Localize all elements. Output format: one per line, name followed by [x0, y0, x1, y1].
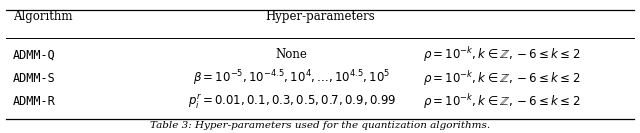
Text: $\rho = 10^{-k}, k \in \mathbb{Z}, -6 \leq k \leq 2$: $\rho = 10^{-k}, k \in \mathbb{Z}, -6 \l…: [424, 92, 581, 111]
Text: ADMM-Q: ADMM-Q: [13, 48, 56, 61]
Text: ADMM-R: ADMM-R: [13, 95, 56, 108]
Text: $p_i^r = 0.01, 0.1, 0.3, 0.5, 0.7, 0.9, 0.99$: $p_i^r = 0.01, 0.1, 0.3, 0.5, 0.7, 0.9, …: [188, 93, 396, 111]
Text: None: None: [276, 48, 308, 61]
Text: $\rho = 10^{-k}, k \in \mathbb{Z}, -6 \leq k \leq 2$: $\rho = 10^{-k}, k \in \mathbb{Z}, -6 \l…: [424, 69, 581, 88]
Text: ADMM-S: ADMM-S: [13, 72, 56, 85]
Text: Hyper-parameters: Hyper-parameters: [265, 11, 375, 23]
Text: Algorithm: Algorithm: [13, 11, 72, 23]
Text: $\rho = 10^{-k}, k \in \mathbb{Z}, -6 \leq k \leq 2$: $\rho = 10^{-k}, k \in \mathbb{Z}, -6 \l…: [424, 45, 581, 64]
Text: Table 3: Hyper-parameters used for the quantization algorithms.: Table 3: Hyper-parameters used for the q…: [150, 121, 490, 130]
Text: $\beta = 10^{-5}, 10^{-4.5}, 10^{4}, \ldots, 10^{4.5}, 10^{5}$: $\beta = 10^{-5}, 10^{-4.5}, 10^{4}, \ld…: [193, 68, 390, 88]
